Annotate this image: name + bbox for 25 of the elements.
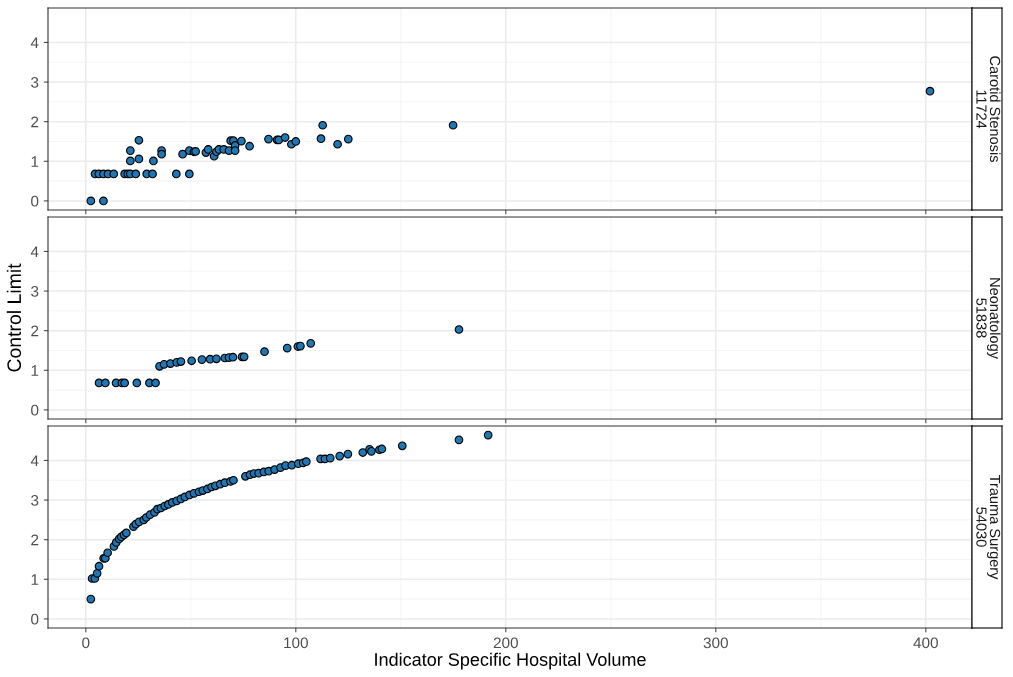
y-tick-label: 3 <box>31 76 39 88</box>
text: Trauma Surgery 54030 <box>976 474 1001 580</box>
y-tick-label: 3 <box>31 285 39 297</box>
x-tick-label: 0 <box>82 637 90 649</box>
y-tick-label: 0 <box>31 195 39 207</box>
y-tick-label: 2 <box>31 116 39 128</box>
y-tick-label: 0 <box>31 404 39 416</box>
text: Neonatology 51838 <box>976 278 1001 359</box>
y-tick-label: 1 <box>31 574 39 585</box>
y-tick-label: 1 <box>31 156 39 167</box>
x-tick-label: 200 <box>493 637 518 649</box>
x-tick-label: 100 <box>284 637 308 649</box>
y-tick-label: 2 <box>31 325 39 337</box>
x-axis-title: Indicator Specific Hospital Volume <box>375 652 646 670</box>
y-tick-label: 4 <box>30 246 39 257</box>
x-tick-label: 400 <box>913 637 938 649</box>
y-axis-title: Control Limit <box>6 263 22 372</box>
y-tick-label: 4 <box>30 37 39 48</box>
y-tick-label: 1 <box>31 365 39 376</box>
y-tick-label: 3 <box>31 494 39 506</box>
y-tick-label: 2 <box>31 534 39 546</box>
text: Carotid Stenosis 11724 <box>976 56 1001 162</box>
y-tick-label: 0 <box>31 613 39 625</box>
y-tick-label: 4 <box>30 455 39 466</box>
x-tick-label: 300 <box>703 637 728 649</box>
